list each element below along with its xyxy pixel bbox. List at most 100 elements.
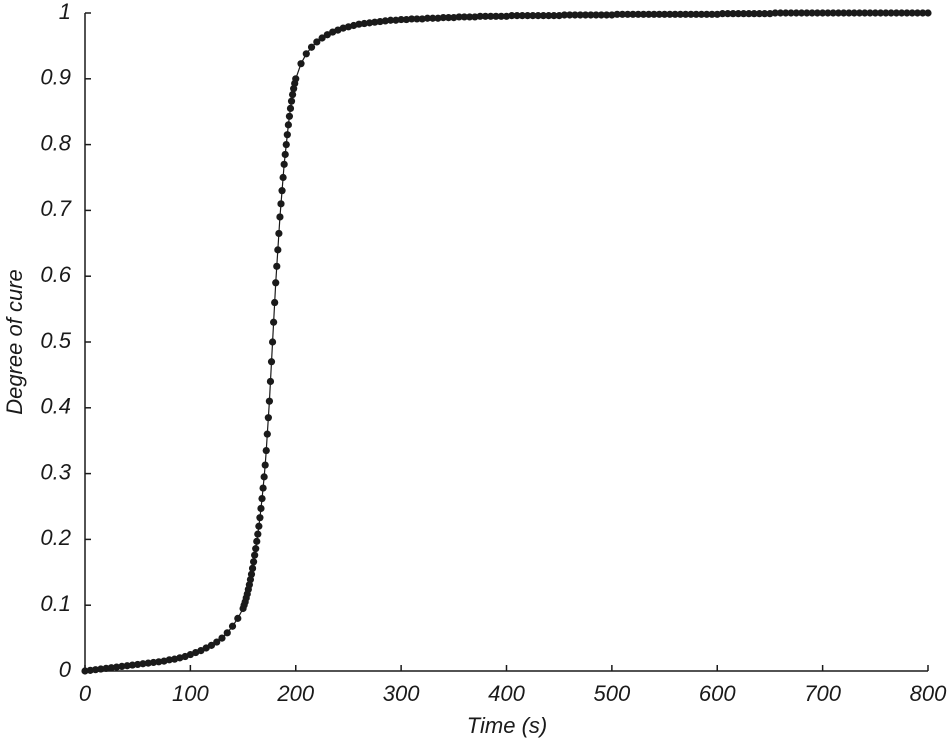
data-point <box>134 660 142 669</box>
data-point <box>481 12 490 20</box>
data-point <box>655 10 663 18</box>
data-point <box>819 9 827 17</box>
data-point <box>434 14 442 22</box>
data-point <box>283 131 291 139</box>
x-tick-label: 700 <box>804 681 841 706</box>
data-point <box>576 11 584 19</box>
data-point <box>258 495 266 503</box>
data-point <box>824 9 832 17</box>
data-point <box>892 9 900 17</box>
data-point <box>392 16 400 24</box>
data-point <box>223 629 231 637</box>
data-point <box>247 570 256 578</box>
data-point <box>861 9 869 17</box>
data-point <box>487 12 495 20</box>
data-point <box>408 15 416 23</box>
data-point <box>792 9 800 17</box>
data-point <box>766 10 774 18</box>
data-point <box>102 664 110 672</box>
data-point <box>262 446 270 455</box>
x-tick-label: 500 <box>594 681 631 706</box>
y-tick-label: 0.3 <box>40 459 71 484</box>
y-tick-label: 0.7 <box>40 196 71 221</box>
data-point <box>734 10 742 18</box>
data-point <box>845 9 853 17</box>
data-point <box>571 11 579 19</box>
data-point <box>307 43 316 51</box>
data-point <box>581 11 590 19</box>
data-point <box>250 558 258 566</box>
data-point <box>676 10 684 18</box>
data-point <box>274 246 282 254</box>
data-point <box>466 13 474 21</box>
data-point <box>386 16 395 24</box>
data-point <box>439 14 447 22</box>
data-point <box>682 10 690 18</box>
data-point <box>444 14 453 22</box>
data-point <box>207 641 216 649</box>
data-point <box>288 90 297 99</box>
data-point <box>523 12 532 20</box>
data-point <box>280 160 288 168</box>
data-point <box>450 14 458 22</box>
data-point <box>155 658 163 666</box>
data-point <box>539 12 547 20</box>
data-point <box>745 10 753 18</box>
data-point <box>270 318 278 326</box>
data-point <box>855 9 864 17</box>
data-point <box>302 50 310 58</box>
data-point <box>634 10 642 18</box>
data-point <box>165 656 173 664</box>
data-point <box>371 18 379 26</box>
data-point <box>497 12 505 20</box>
data-point <box>355 20 363 28</box>
data-point <box>278 187 286 195</box>
data-point <box>666 10 674 18</box>
data-point <box>908 9 916 17</box>
y-tick-label: 0.5 <box>40 328 71 353</box>
data-point <box>492 12 500 20</box>
data-point <box>297 60 305 68</box>
data-point <box>597 11 605 19</box>
data-point <box>149 658 158 667</box>
data-point <box>782 9 790 17</box>
data-point <box>608 11 616 19</box>
data-point <box>882 9 890 17</box>
data-point <box>123 662 131 670</box>
data-point <box>272 279 280 287</box>
data-point <box>251 551 259 559</box>
data-point <box>518 12 526 20</box>
data-point <box>256 514 264 522</box>
data-point <box>318 34 326 42</box>
data-point <box>287 97 296 105</box>
y-axis-label: Degree of cure <box>2 269 27 415</box>
y-tick-label: 0.2 <box>40 525 71 550</box>
data-point <box>529 12 537 20</box>
data-point <box>455 13 463 21</box>
data-point <box>97 665 105 673</box>
data-point <box>697 10 706 18</box>
data-point <box>213 638 221 646</box>
data-point <box>259 484 267 492</box>
data-point <box>645 10 653 18</box>
data-point <box>903 9 911 17</box>
data-point <box>81 667 89 675</box>
data-point <box>279 173 287 182</box>
data-point <box>285 112 294 120</box>
data-point <box>268 338 277 346</box>
data-point <box>876 9 885 17</box>
data-point <box>423 14 432 22</box>
data-point <box>253 537 261 545</box>
data-point <box>360 19 368 28</box>
data-point <box>252 545 260 553</box>
data-point <box>264 414 272 422</box>
series-line <box>84 12 928 672</box>
data-point <box>218 634 226 642</box>
data-point <box>273 262 281 270</box>
data-point <box>850 9 858 17</box>
data-point <box>708 10 716 18</box>
data-point <box>277 200 285 208</box>
data-point <box>761 10 769 18</box>
